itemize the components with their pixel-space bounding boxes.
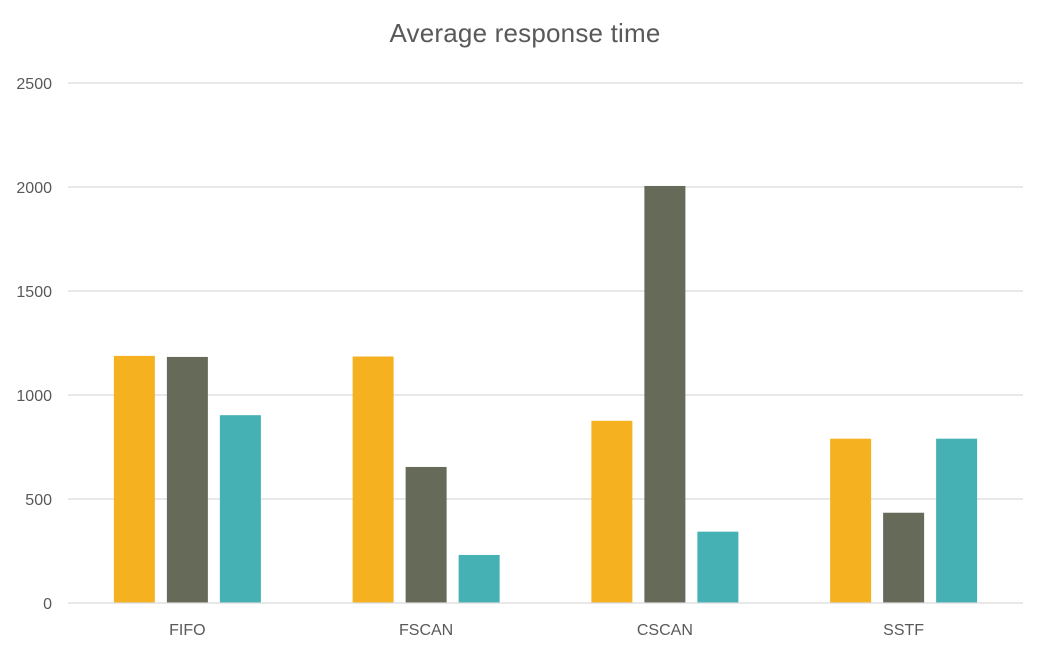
- y-tick-label: 500: [25, 492, 52, 509]
- bar-fifo-series-2: [166, 356, 208, 603]
- bar-fifo-series-1: [113, 355, 155, 603]
- y-tick-label: 0: [43, 596, 52, 613]
- bar-fscan-series-2: [405, 466, 447, 603]
- bar-sstf-series-3: [936, 438, 978, 603]
- bar-sstf-series-1: [830, 438, 872, 603]
- bar-sstf-series-2: [883, 512, 925, 603]
- bar-fscan-series-3: [458, 554, 500, 603]
- bar-fifo-series-3: [219, 415, 261, 603]
- x-category-label: FSCAN: [399, 622, 453, 639]
- y-tick-label: 2000: [16, 180, 52, 197]
- x-category-label: CSCAN: [637, 622, 693, 639]
- y-tick-label: 1000: [16, 388, 52, 405]
- gridlines: [68, 82, 1023, 500]
- x-category-label: SSTF: [883, 622, 924, 639]
- bar-cscan-series-2: [644, 185, 686, 603]
- y-tick-label: 2500: [16, 76, 52, 93]
- bars: [113, 185, 978, 603]
- chart-title: Average response time: [389, 18, 661, 48]
- y-tick-label: 1500: [16, 284, 52, 301]
- x-category-label: FIFO: [169, 622, 205, 639]
- bar-cscan-series-1: [591, 420, 633, 603]
- bar-fscan-series-1: [352, 356, 394, 603]
- bar-cscan-series-3: [697, 531, 739, 603]
- labels: 0 500 1000 1500 2000 2500 FIFO FSCAN CSCAN SSTF: [16, 76, 924, 639]
